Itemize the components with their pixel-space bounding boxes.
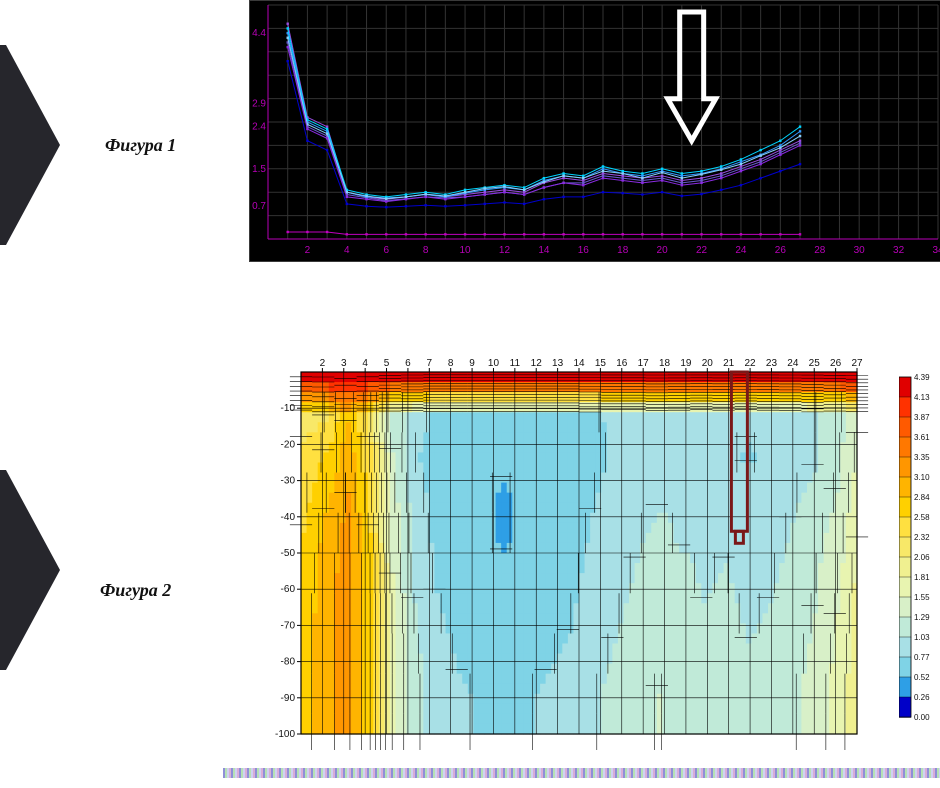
svg-text:0.26: 0.26: [914, 693, 930, 702]
pentagon-decoration-1: [0, 45, 80, 265]
svg-text:22: 22: [696, 245, 708, 256]
svg-text:8: 8: [448, 358, 454, 369]
svg-text:11: 11: [510, 358, 521, 369]
svg-text:4: 4: [344, 245, 350, 256]
svg-text:2: 2: [320, 358, 326, 369]
svg-text:-80: -80: [281, 657, 296, 668]
svg-text:0.77: 0.77: [914, 653, 930, 662]
svg-text:12: 12: [531, 358, 543, 369]
svg-text:20: 20: [657, 245, 669, 256]
svg-text:1.03: 1.03: [914, 633, 930, 642]
svg-text:5: 5: [384, 358, 390, 369]
contour-chart-figure-2: 2345678910111213141516171819202122232425…: [249, 350, 889, 750]
svg-text:26: 26: [830, 358, 842, 369]
svg-text:18: 18: [617, 245, 629, 256]
svg-text:-10: -10: [281, 403, 296, 414]
page: Фигура 1 Фигура 2 2468101214161820222426…: [0, 0, 940, 788]
svg-text:2.32: 2.32: [914, 533, 930, 542]
svg-text:28: 28: [814, 245, 826, 256]
svg-text:9: 9: [469, 358, 475, 369]
svg-text:4.4: 4.4: [252, 28, 266, 39]
svg-text:-50: -50: [281, 548, 296, 559]
svg-text:2.9: 2.9: [252, 98, 266, 109]
svg-text:6: 6: [405, 358, 411, 369]
svg-text:24: 24: [787, 358, 799, 369]
figure-2-label: Фигура 2: [100, 580, 171, 601]
svg-text:10: 10: [488, 358, 500, 369]
svg-text:12: 12: [499, 245, 511, 256]
svg-text:8: 8: [423, 245, 429, 256]
svg-text:-40: -40: [281, 512, 296, 523]
svg-text:21: 21: [723, 358, 735, 369]
svg-text:0.7: 0.7: [252, 201, 266, 212]
svg-text:-100: -100: [275, 729, 295, 740]
pentagon-decoration-2: [0, 470, 80, 690]
svg-text:0.52: 0.52: [914, 673, 930, 682]
svg-text:2.4: 2.4: [252, 122, 266, 133]
svg-text:1.55: 1.55: [914, 593, 930, 602]
line-chart-figure-1: 2468101214161820222426283032340.71.52.42…: [249, 0, 940, 262]
svg-text:16: 16: [616, 358, 628, 369]
svg-text:2.58: 2.58: [914, 513, 930, 522]
svg-text:6: 6: [383, 245, 389, 256]
svg-text:26: 26: [775, 245, 787, 256]
svg-text:-90: -90: [281, 693, 296, 704]
svg-text:16: 16: [578, 245, 590, 256]
svg-text:3.35: 3.35: [914, 453, 930, 462]
svg-text:14: 14: [538, 245, 550, 256]
svg-text:34: 34: [932, 245, 940, 256]
svg-text:1.5: 1.5: [252, 164, 266, 175]
svg-text:24: 24: [735, 245, 747, 256]
svg-text:3.87: 3.87: [914, 413, 930, 422]
svg-text:2: 2: [305, 245, 311, 256]
svg-text:1.29: 1.29: [914, 613, 930, 622]
svg-text:30: 30: [854, 245, 866, 256]
svg-text:-30: -30: [281, 476, 296, 487]
svg-text:4.13: 4.13: [914, 393, 930, 402]
svg-text:18: 18: [659, 358, 671, 369]
svg-text:3.61: 3.61: [914, 433, 930, 442]
svg-text:0.00: 0.00: [914, 713, 930, 722]
svg-text:3.10: 3.10: [914, 473, 930, 482]
svg-text:4: 4: [362, 358, 368, 369]
svg-text:-60: -60: [281, 584, 296, 595]
svg-text:22: 22: [745, 358, 757, 369]
svg-text:25: 25: [809, 358, 821, 369]
svg-text:-20: -20: [281, 439, 296, 450]
svg-text:19: 19: [680, 358, 692, 369]
svg-text:27: 27: [851, 358, 863, 369]
svg-text:15: 15: [595, 358, 607, 369]
svg-text:32: 32: [893, 245, 905, 256]
footer-noise-bar: [223, 768, 940, 778]
svg-text:2.06: 2.06: [914, 553, 930, 562]
svg-text:17: 17: [638, 358, 650, 369]
svg-text:23: 23: [766, 358, 778, 369]
color-legend: 4.39 4.13 3.87 3.61 3.35 3.10 2.84 2.58 2.32 2.06…: [899, 372, 935, 722]
figure-1-label: Фигура 1: [105, 135, 176, 156]
svg-text:2.84: 2.84: [914, 493, 930, 502]
svg-text:3: 3: [341, 358, 347, 369]
svg-text:-70: -70: [281, 620, 296, 631]
svg-text:20: 20: [702, 358, 714, 369]
svg-text:14: 14: [573, 358, 585, 369]
svg-text:7: 7: [427, 358, 433, 369]
svg-text:4.39: 4.39: [914, 373, 930, 382]
svg-text:10: 10: [459, 245, 471, 256]
svg-text:13: 13: [552, 358, 564, 369]
svg-text:1.81: 1.81: [914, 573, 930, 582]
